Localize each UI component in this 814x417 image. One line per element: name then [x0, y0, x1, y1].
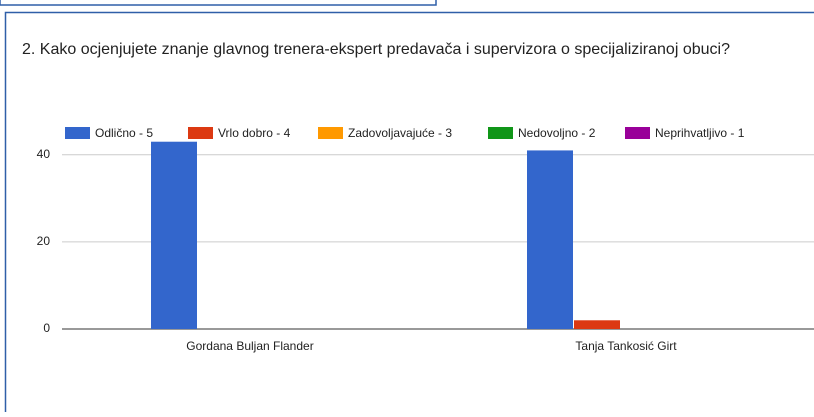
legend-label: Odlično - 5 — [95, 126, 153, 140]
chart-title: 2. Kako ocjenjujete znanje glavnog trene… — [22, 41, 730, 58]
legend-swatch — [65, 127, 90, 139]
y-tick-label: 0 — [43, 321, 50, 335]
legend-label: Nedovoljno - 2 — [518, 126, 596, 140]
outer-frame — [0, 0, 436, 5]
x-tick-label: Tanja Tankosić Girt — [575, 339, 677, 353]
legend-label: Vrlo dobro - 4 — [218, 126, 291, 140]
y-tick-label: 20 — [37, 234, 51, 248]
legend-swatch — [488, 127, 513, 139]
bar — [527, 150, 573, 329]
legend-swatch — [188, 127, 213, 139]
x-tick-label: Gordana Buljan Flander — [186, 339, 313, 353]
bar — [151, 142, 197, 329]
bar — [574, 320, 620, 329]
legend-swatch — [318, 127, 343, 139]
legend-label: Neprihvatljivo - 1 — [655, 126, 745, 140]
legend-swatch — [625, 127, 650, 139]
card-frame — [6, 13, 814, 413]
y-tick-label: 40 — [37, 147, 51, 161]
legend-label: Zadovoljavajuće - 3 — [348, 126, 452, 140]
